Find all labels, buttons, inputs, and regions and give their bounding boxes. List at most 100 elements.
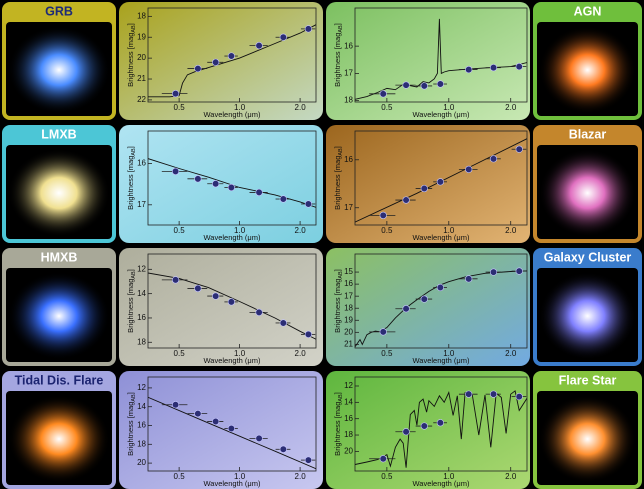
y-tick-label: 17 bbox=[344, 291, 353, 300]
y-tick-label: 19 bbox=[344, 315, 353, 324]
x-tick-label: 0.5 bbox=[174, 472, 186, 481]
photometry-point bbox=[490, 269, 497, 276]
x-axis-label: Wavelength (μm) bbox=[413, 479, 470, 488]
photometry-point bbox=[403, 305, 410, 312]
object-title: GRB bbox=[45, 4, 73, 18]
y-tick-label: 16 bbox=[344, 155, 353, 164]
object-glow bbox=[539, 149, 636, 237]
y-tick-label: 16 bbox=[137, 421, 146, 430]
figure: GRB0.51.02.01819202122Wavelength (μm)Bri… bbox=[0, 0, 644, 489]
photometry-point bbox=[437, 284, 444, 291]
photometry-point bbox=[172, 277, 179, 284]
y-axis-label-part: Brightness [mag bbox=[333, 279, 342, 333]
x-axis-label: Wavelength (μm) bbox=[204, 479, 261, 488]
photometry-point bbox=[465, 276, 472, 283]
y-axis-label-part: Brightness [mag bbox=[126, 402, 135, 456]
y-axis-label-part: Brightness [mag bbox=[333, 33, 342, 87]
x-tick-label: 2.0 bbox=[505, 226, 517, 235]
photometry-point bbox=[256, 435, 263, 442]
photometry-point bbox=[195, 410, 202, 417]
object-title: Tidal Dis. Flare bbox=[15, 373, 104, 387]
photometry-point bbox=[516, 63, 523, 70]
photometry-point bbox=[228, 184, 235, 191]
object-title: AGN bbox=[574, 4, 602, 18]
photometry-point bbox=[490, 64, 497, 71]
x-tick-label: 0.5 bbox=[381, 349, 393, 358]
y-tick-label: 20 bbox=[344, 327, 353, 336]
photometry-point bbox=[380, 329, 387, 336]
photometry-point bbox=[212, 180, 219, 187]
y-tick-label: 19 bbox=[137, 32, 146, 41]
y-axis-label-part: ] bbox=[333, 269, 342, 271]
y-axis-label-part: Brightness [mag bbox=[333, 156, 342, 210]
photometry-point bbox=[172, 168, 179, 175]
y-tick-label: 20 bbox=[137, 458, 146, 467]
photometry-point bbox=[516, 393, 523, 400]
photometry-point bbox=[280, 320, 287, 327]
y-tick-label: 14 bbox=[344, 397, 353, 406]
y-tick-label: 12 bbox=[344, 381, 353, 390]
object-title: LMXB bbox=[41, 127, 76, 141]
photometry-point bbox=[212, 293, 219, 300]
y-tick-label: 16 bbox=[137, 313, 146, 322]
object-glow bbox=[8, 149, 110, 237]
photometry-point bbox=[437, 419, 444, 426]
object-glow bbox=[8, 272, 110, 360]
y-tick-label: 16 bbox=[344, 41, 353, 50]
photometry-point bbox=[305, 457, 312, 464]
photometry-point bbox=[195, 65, 202, 72]
x-axis-label: Wavelength (μm) bbox=[204, 233, 261, 242]
photometry-point bbox=[172, 401, 179, 408]
x-tick-label: 0.5 bbox=[381, 472, 393, 481]
y-axis-label-part: Brightness [mag bbox=[333, 402, 342, 456]
photometry-point bbox=[212, 418, 219, 425]
y-tick-label: 21 bbox=[344, 339, 353, 348]
photometry-point bbox=[421, 423, 428, 430]
object-title: Blazar bbox=[569, 127, 607, 141]
photometry-point bbox=[490, 156, 497, 163]
y-tick-label: 14 bbox=[137, 402, 146, 411]
x-axis-label: Wavelength (μm) bbox=[413, 110, 470, 119]
x-axis-label: Wavelength (μm) bbox=[204, 356, 261, 365]
y-tick-label: 16 bbox=[344, 414, 353, 423]
y-axis-label-part: ] bbox=[126, 392, 135, 394]
photometry-point bbox=[421, 83, 428, 90]
object-glow bbox=[8, 395, 110, 483]
y-tick-label: 20 bbox=[344, 446, 353, 455]
y-tick-label: 21 bbox=[137, 74, 146, 83]
photometry-point bbox=[437, 81, 444, 88]
photometry-point bbox=[403, 197, 410, 204]
y-tick-label: 22 bbox=[137, 95, 146, 104]
y-axis-label-part: ] bbox=[333, 23, 342, 25]
y-tick-label: 12 bbox=[137, 383, 146, 392]
photometry-point bbox=[280, 196, 287, 203]
x-tick-label: 0.5 bbox=[174, 349, 186, 358]
photometry-point bbox=[403, 428, 410, 435]
y-tick-label: 18 bbox=[344, 303, 353, 312]
x-tick-label: 2.0 bbox=[505, 472, 517, 481]
page: {"chart_data": [ {"type": "sed", "title"… bbox=[0, 0, 644, 489]
object-title: Flare Star bbox=[559, 373, 617, 387]
y-axis-label-part: ] bbox=[333, 392, 342, 394]
photometry-point bbox=[437, 179, 444, 186]
x-axis-label: Wavelength (μm) bbox=[204, 110, 261, 119]
x-tick-label: 0.5 bbox=[381, 103, 393, 112]
x-tick-label: 0.5 bbox=[174, 226, 186, 235]
photometry-point bbox=[212, 59, 219, 66]
object-glow bbox=[539, 26, 636, 114]
photometry-point bbox=[305, 201, 312, 208]
y-axis-label-part: ] bbox=[126, 146, 135, 148]
photometry-point bbox=[380, 91, 387, 98]
x-axis-label: Wavelength (μm) bbox=[413, 233, 470, 242]
object-title: Galaxy Cluster bbox=[544, 250, 632, 264]
x-tick-label: 2.0 bbox=[295, 349, 307, 358]
y-tick-label: 12 bbox=[137, 264, 146, 273]
y-tick-label: 16 bbox=[137, 159, 146, 168]
photometry-point bbox=[403, 82, 410, 89]
x-tick-label: 0.5 bbox=[381, 226, 393, 235]
x-tick-label: 2.0 bbox=[295, 472, 307, 481]
photometry-point bbox=[421, 185, 428, 192]
y-axis-label-part: Brightness [mag bbox=[126, 33, 135, 87]
y-tick-label: 16 bbox=[344, 279, 353, 288]
photometry-point bbox=[280, 446, 287, 453]
